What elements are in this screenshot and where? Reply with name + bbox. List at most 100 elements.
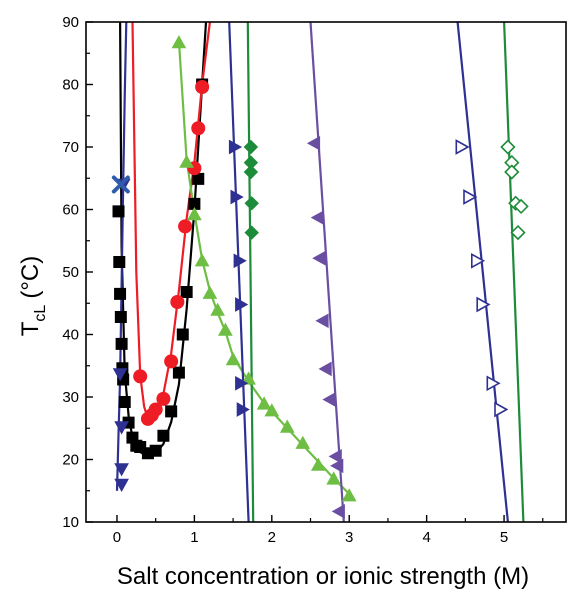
series-5-point <box>235 375 249 391</box>
series-4-point <box>218 322 233 336</box>
y-axis-title-unit: (°C) <box>17 256 44 299</box>
y-tick-label: 60 <box>62 202 79 219</box>
series-4-point <box>187 206 202 221</box>
series-1-point <box>133 369 148 384</box>
series-7-point <box>330 458 344 474</box>
x-tick-label: 1 <box>190 529 198 546</box>
series-0-point <box>112 205 125 218</box>
series-4-point <box>241 371 256 385</box>
series-5-point <box>235 297 249 312</box>
series-4-point <box>264 403 280 417</box>
marker-layer <box>111 35 529 519</box>
series-7-point <box>331 504 345 519</box>
series-1-point <box>170 295 185 309</box>
curve-layer <box>115 22 525 522</box>
series-6-point <box>244 225 259 240</box>
series-0-point <box>157 429 170 442</box>
series-0-point <box>113 256 126 268</box>
series-0-point <box>114 311 127 323</box>
series-7-point <box>310 210 324 225</box>
series-7-point <box>315 313 329 329</box>
x-axis-title: Salt concentration or ionic strength (M) <box>117 563 529 590</box>
series-5-point <box>230 189 244 205</box>
y-tick-label: 10 <box>62 514 79 531</box>
series-4-point <box>256 396 272 410</box>
y-tick-label: 20 <box>62 452 79 469</box>
y-tick-label: 90 <box>62 14 79 31</box>
series-0-point <box>114 287 127 300</box>
x-tick-label: 0 <box>113 529 121 546</box>
series-4-point <box>202 285 218 299</box>
series-0-point <box>115 337 128 350</box>
series-0-point <box>149 444 162 457</box>
series-7-point <box>306 135 321 151</box>
x-tick-label: 2 <box>268 529 276 546</box>
series-5-point <box>228 139 243 155</box>
series-9-point <box>513 198 529 215</box>
series-5-point <box>236 402 250 417</box>
y-tick-label: 50 <box>62 264 79 281</box>
series-3-point <box>111 175 130 194</box>
series-2-point <box>114 478 129 493</box>
series-8-point <box>470 252 486 269</box>
series-6-point <box>244 196 259 211</box>
y-axis-title-sub: cL <box>32 305 49 322</box>
series-5-curve <box>228 22 250 522</box>
series-4-curve <box>177 40 350 495</box>
series-8-point <box>455 139 470 155</box>
y-tick-label: 70 <box>62 139 79 156</box>
series-0-point <box>134 441 147 453</box>
series-4-point <box>310 457 326 471</box>
series-9-point <box>504 164 520 180</box>
series-4-point <box>194 253 210 267</box>
series-7-curve <box>309 22 345 522</box>
series-4-point <box>295 435 311 449</box>
series-2-point <box>114 463 129 477</box>
series-1-point <box>156 391 171 406</box>
series-5-point <box>233 253 247 269</box>
series-0-point <box>165 405 178 418</box>
y-tick-label: 80 <box>62 77 79 94</box>
series-8-point <box>486 375 501 392</box>
y-axis-title-main: T <box>17 321 44 336</box>
series-9-point <box>510 224 526 241</box>
axes: 0 1 2 3 4 5 10 20 30 40 50 60 70 80 90 <box>62 14 567 546</box>
series-1-point <box>178 219 193 234</box>
series-6-point <box>243 139 259 155</box>
series-2-point <box>112 368 128 382</box>
series-7-point <box>312 250 326 266</box>
series-2-curve <box>115 22 128 491</box>
y-axis-title: TcL (°C) <box>17 256 49 337</box>
series-4-point <box>341 488 357 502</box>
series-1-point <box>148 402 163 417</box>
axis-labels: Salt concentration or ionic strength (M)… <box>17 256 529 590</box>
series-6-point <box>243 164 259 180</box>
series-1-point <box>164 354 179 369</box>
x-tick-label: 3 <box>345 529 353 546</box>
series-2-point <box>114 421 129 435</box>
series-0-point <box>180 286 193 298</box>
x-tick-label: 4 <box>422 529 430 546</box>
series-8-point <box>476 296 491 313</box>
series-7-point <box>322 392 336 407</box>
series-9-curve <box>503 22 525 522</box>
series-4-point <box>179 154 194 168</box>
series-6-curve <box>246 22 255 522</box>
series-7-point <box>318 361 332 377</box>
series-8-curve <box>456 22 509 522</box>
series-1-point <box>195 80 210 94</box>
series-8-point <box>494 401 509 418</box>
series-0-point <box>118 396 131 408</box>
series-4-point <box>171 35 187 49</box>
series-0-point <box>172 366 185 379</box>
series-4-point <box>279 419 295 433</box>
series-4-point <box>225 351 241 366</box>
series-4-point <box>210 302 225 316</box>
x-tick-label: 5 <box>500 529 508 546</box>
series-7-point <box>328 449 342 464</box>
series-1-point <box>191 121 206 136</box>
series-4-point <box>326 471 342 485</box>
y-tick-label: 40 <box>62 327 79 344</box>
